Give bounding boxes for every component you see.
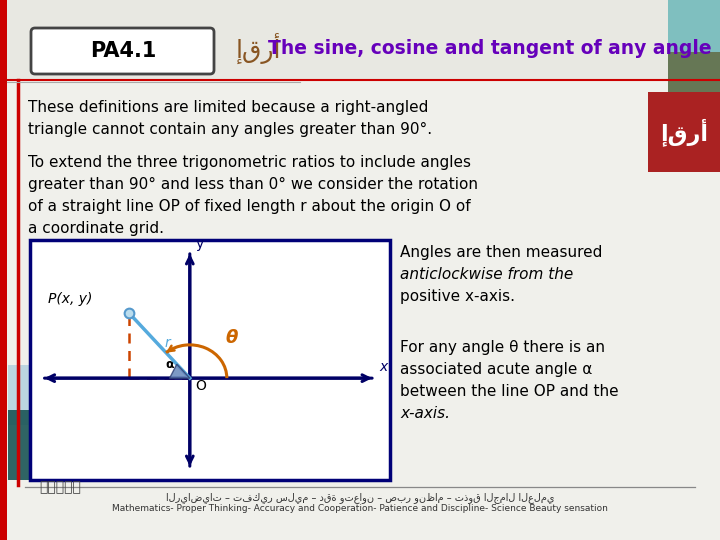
Polygon shape [170, 364, 190, 378]
Text: θ: θ [225, 329, 238, 347]
Text: الرياضيات – تفكير سليم – دقة وتعاون – صبر ونظام – تذوق الجمال العلمي: الرياضيات – تفكير سليم – دقة وتعاون – صب… [166, 492, 554, 503]
Text: a coordinate grid.: a coordinate grid. [28, 221, 164, 236]
Text: α: α [166, 359, 174, 372]
Text: greater than 90° and less than 0° we consider the rotation: greater than 90° and less than 0° we con… [28, 177, 478, 192]
Text: of a straight line OP of fixed length r about the origin O of: of a straight line OP of fixed length r … [28, 199, 471, 214]
Bar [648, 92, 720, 172]
Bar [0, 0, 7, 540]
Bar [8, 410, 66, 480]
Text: r: r [165, 336, 171, 350]
Text: PA4.1: PA4.1 [90, 41, 156, 61]
Text: associated acute angle α: associated acute angle α [400, 362, 593, 377]
Text: Angles are then measured: Angles are then measured [400, 245, 603, 260]
Text: P(x, y): P(x, y) [48, 292, 92, 306]
Text: إقرأ: إقرأ [235, 32, 281, 64]
FancyBboxPatch shape [31, 28, 214, 74]
Bar [0, 0, 720, 80]
Bar [668, 52, 720, 92]
Bar [668, 0, 720, 52]
Text: To extend the three trigonometric ratios to include angles: To extend the three trigonometric ratios… [28, 155, 471, 170]
Text: between the line OP and the: between the line OP and the [400, 384, 618, 399]
Text: These definitions are limited because a right-angled: These definitions are limited because a … [28, 100, 428, 115]
Text: إقرأ: إقرأ [660, 118, 708, 146]
Text: For any angle θ there is an: For any angle θ there is an [400, 340, 605, 355]
Text: Mathematics- Proper Thinking- Accuracy and Cooperation- Patience and Discipline-: Mathematics- Proper Thinking- Accuracy a… [112, 504, 608, 513]
Text: triangle cannot contain any angles greater than 90°.: triangle cannot contain any angles great… [28, 122, 432, 137]
Text: O: O [195, 379, 206, 393]
Text: positive x-axis.: positive x-axis. [400, 289, 515, 304]
Text: anticlockwise from the: anticlockwise from the [400, 267, 573, 282]
Bar [30, 240, 390, 480]
Text: The sine, cosine and tangent of any angle: The sine, cosine and tangent of any angl… [268, 39, 712, 58]
Text: ﻓﻨﺠﻴﻪ: ﻓﻨﺠﻴﻪ [39, 480, 81, 494]
Text: x: x [379, 360, 388, 374]
Text: y: y [195, 237, 204, 251]
Text: x-axis.: x-axis. [400, 406, 450, 421]
Polygon shape [8, 365, 75, 425]
